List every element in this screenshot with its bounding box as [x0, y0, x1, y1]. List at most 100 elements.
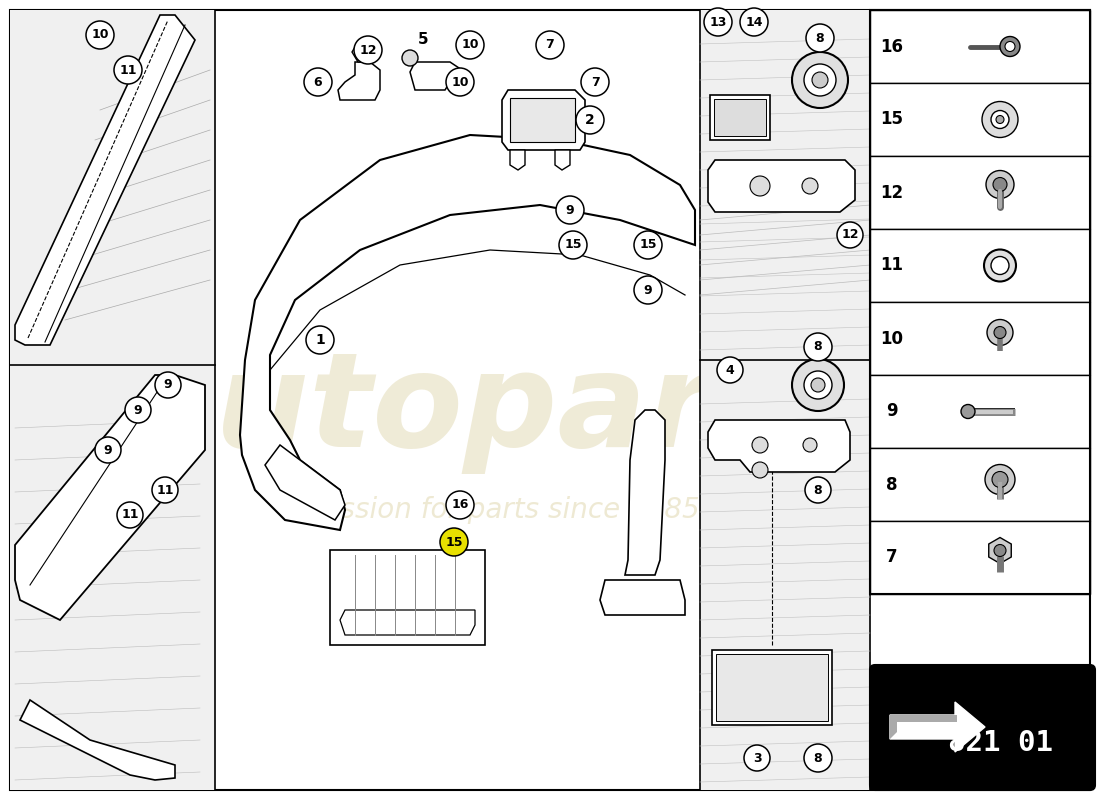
Polygon shape — [708, 420, 850, 472]
Text: 14: 14 — [746, 15, 762, 29]
Bar — [716, 654, 828, 721]
Text: 15: 15 — [639, 238, 657, 251]
Text: 9: 9 — [565, 203, 574, 217]
Circle shape — [354, 36, 382, 64]
Circle shape — [837, 222, 864, 248]
Circle shape — [804, 64, 836, 96]
Circle shape — [811, 378, 825, 392]
Polygon shape — [20, 700, 175, 780]
Bar — [714, 99, 766, 136]
Circle shape — [792, 359, 844, 411]
Circle shape — [634, 276, 662, 304]
Circle shape — [991, 110, 1009, 129]
Circle shape — [117, 502, 143, 528]
Circle shape — [634, 231, 662, 259]
Text: 10: 10 — [91, 29, 109, 42]
Polygon shape — [352, 42, 378, 62]
Circle shape — [402, 50, 418, 66]
Circle shape — [991, 257, 1009, 274]
Bar — [870, 10, 1090, 83]
Text: 9: 9 — [644, 283, 652, 297]
Text: 2: 2 — [585, 113, 595, 127]
Text: 6: 6 — [314, 75, 322, 89]
Circle shape — [994, 326, 1006, 338]
Circle shape — [744, 745, 770, 771]
Circle shape — [792, 52, 848, 108]
Bar — [10, 365, 214, 790]
Circle shape — [994, 545, 1006, 557]
Circle shape — [446, 491, 474, 519]
Circle shape — [752, 462, 768, 478]
Bar — [870, 448, 1090, 521]
Circle shape — [996, 115, 1004, 123]
FancyBboxPatch shape — [870, 665, 1094, 790]
Bar — [870, 156, 1090, 229]
Polygon shape — [600, 580, 685, 615]
Polygon shape — [556, 150, 570, 170]
Text: 10: 10 — [461, 38, 478, 51]
Circle shape — [704, 8, 732, 36]
Polygon shape — [510, 150, 525, 170]
Text: 8: 8 — [814, 751, 823, 765]
Circle shape — [456, 31, 484, 59]
Text: 12: 12 — [360, 43, 376, 57]
Bar — [710, 95, 770, 140]
Circle shape — [961, 405, 975, 418]
Circle shape — [750, 176, 770, 196]
Polygon shape — [890, 715, 957, 739]
Text: 3: 3 — [752, 751, 761, 765]
Circle shape — [95, 437, 121, 463]
Circle shape — [986, 170, 1014, 198]
Circle shape — [805, 477, 830, 503]
Circle shape — [1000, 37, 1020, 57]
Circle shape — [581, 68, 609, 96]
Text: 11: 11 — [156, 483, 174, 497]
Text: autoparts: autoparts — [126, 346, 854, 474]
Bar — [10, 10, 214, 365]
Text: 7: 7 — [887, 549, 898, 566]
Polygon shape — [15, 15, 195, 345]
Bar — [870, 229, 1090, 302]
Polygon shape — [338, 62, 379, 100]
Circle shape — [559, 231, 587, 259]
Circle shape — [440, 528, 467, 556]
Polygon shape — [625, 410, 666, 575]
Circle shape — [556, 196, 584, 224]
Polygon shape — [410, 62, 462, 90]
Text: 15: 15 — [446, 535, 463, 549]
Text: 10: 10 — [880, 330, 903, 347]
Bar — [870, 83, 1090, 156]
Circle shape — [993, 178, 1007, 191]
Circle shape — [86, 21, 114, 49]
Circle shape — [1005, 42, 1015, 51]
Bar — [870, 10, 1090, 594]
Text: 11: 11 — [880, 257, 903, 274]
Text: 12: 12 — [880, 183, 903, 202]
Text: 8: 8 — [887, 475, 898, 494]
Text: 4: 4 — [726, 363, 735, 377]
Circle shape — [717, 357, 743, 383]
Circle shape — [114, 56, 142, 84]
Circle shape — [982, 102, 1018, 138]
Circle shape — [576, 106, 604, 134]
Circle shape — [155, 372, 182, 398]
Bar — [700, 360, 870, 790]
Text: 13: 13 — [710, 15, 727, 29]
Text: 16: 16 — [451, 498, 469, 511]
Text: 10: 10 — [451, 75, 469, 89]
Circle shape — [740, 8, 768, 36]
Circle shape — [984, 250, 1016, 282]
Text: 12: 12 — [842, 229, 859, 242]
Bar — [870, 521, 1090, 594]
Text: 11: 11 — [119, 63, 136, 77]
Polygon shape — [265, 445, 345, 520]
Polygon shape — [15, 375, 205, 620]
Polygon shape — [340, 610, 475, 635]
Text: 8: 8 — [814, 341, 823, 354]
Bar — [510, 98, 575, 142]
Bar — [712, 650, 832, 725]
Circle shape — [446, 68, 474, 96]
Circle shape — [304, 68, 332, 96]
Text: 7: 7 — [591, 75, 600, 89]
Circle shape — [152, 477, 178, 503]
